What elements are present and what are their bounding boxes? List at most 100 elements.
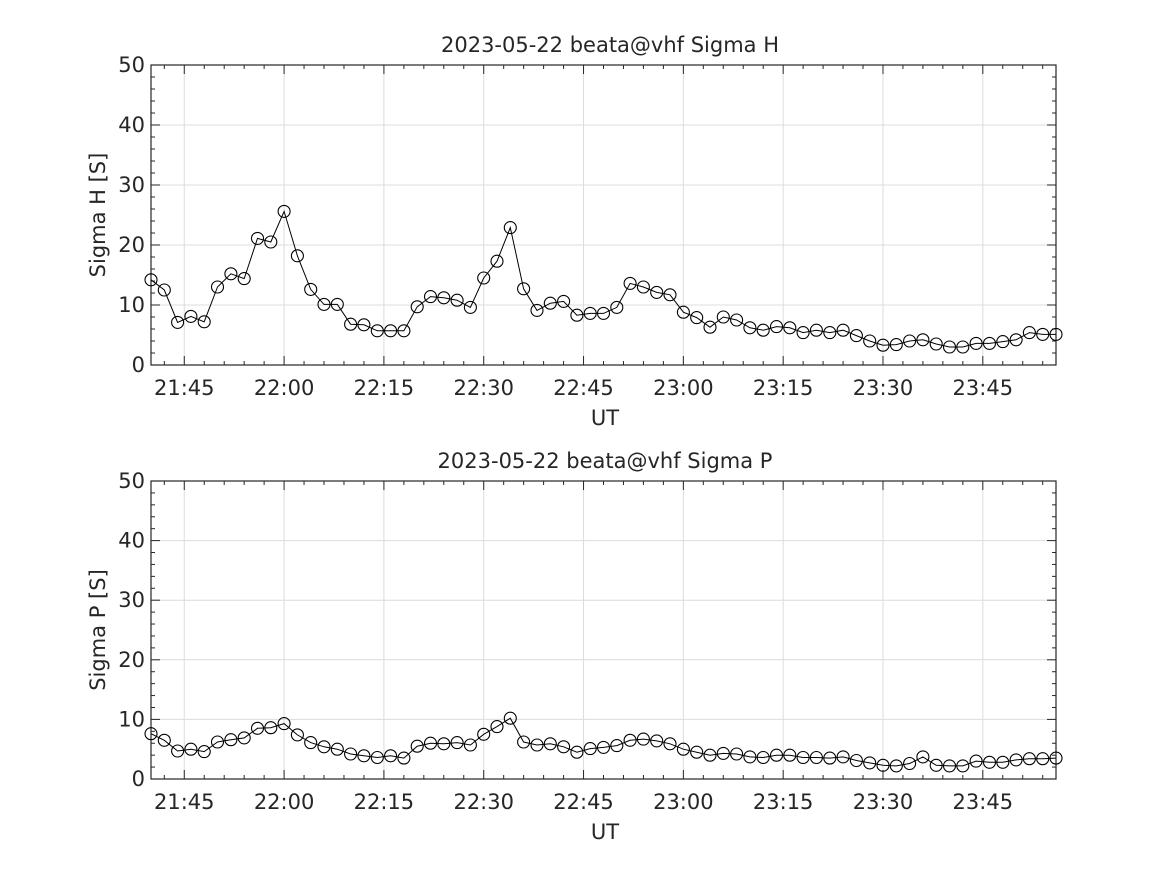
data-point [570, 308, 584, 322]
data-point [1022, 752, 1036, 766]
data-point [530, 738, 544, 752]
data-point [517, 282, 531, 296]
data-point [357, 318, 371, 332]
y-tick-label: 40 [118, 113, 145, 137]
data-point [437, 737, 451, 751]
data-point [237, 731, 251, 745]
x-tick-label: 23:30 [853, 790, 914, 814]
x-tick-label: 23:00 [653, 376, 714, 400]
data-point [1049, 327, 1063, 341]
data-point [210, 280, 225, 294]
data-point [903, 334, 917, 348]
data-markers [144, 711, 1063, 773]
data-point [557, 740, 571, 754]
data-point [610, 300, 624, 314]
data-point [743, 321, 757, 335]
data-point [982, 336, 997, 350]
series-line [150, 209, 1056, 348]
data-point [796, 326, 810, 340]
data-point [636, 732, 650, 746]
data-point [916, 750, 930, 764]
data-point [809, 323, 823, 337]
data-point [716, 310, 730, 324]
data-point [317, 297, 331, 311]
x-tick-label: 23:45 [953, 790, 1014, 814]
data-point [783, 321, 797, 335]
data-point [477, 271, 491, 285]
data-point [756, 750, 770, 765]
data-point [344, 317, 358, 331]
data-point [889, 338, 903, 352]
data-point [663, 737, 677, 751]
data-point [583, 306, 597, 320]
y-tick-label: 10 [118, 707, 145, 731]
data-point [184, 309, 198, 323]
data-point [796, 750, 810, 765]
x-tick-label: 23:30 [853, 376, 914, 400]
data-point [570, 745, 584, 759]
data-point [503, 221, 517, 235]
data-point [650, 734, 664, 748]
x-tick-label: 22:45 [553, 376, 614, 400]
data-point [157, 733, 171, 747]
data-point [477, 727, 491, 741]
data-point [769, 748, 784, 762]
data-point [277, 204, 291, 218]
data-point [929, 758, 943, 772]
data-point [690, 745, 704, 759]
data-point [823, 326, 837, 340]
data-point [463, 300, 477, 314]
x-tick-label: 22:45 [553, 790, 614, 814]
data-point [982, 755, 997, 769]
data-point [849, 753, 863, 768]
data-point [397, 324, 411, 338]
data-point [543, 296, 557, 310]
y-tick-label: 40 [118, 529, 145, 553]
series-line [150, 717, 1057, 767]
data-point [157, 283, 171, 297]
data-point [676, 742, 690, 756]
y-tick-label: 20 [118, 648, 145, 672]
data-point [1009, 333, 1023, 347]
data-point [942, 759, 957, 773]
data-point [503, 711, 517, 725]
x-axis-label: UT [591, 820, 619, 844]
data-point [623, 276, 637, 290]
data-point [1036, 752, 1050, 766]
data-point [144, 273, 158, 287]
data-point [370, 750, 384, 765]
data-point [703, 748, 717, 762]
data-point [410, 300, 424, 314]
data-point [916, 333, 930, 347]
data-point [969, 336, 983, 350]
data-point [197, 745, 211, 759]
data-point [197, 315, 211, 329]
data-point [277, 717, 291, 731]
data-point [304, 736, 318, 750]
data-point [144, 727, 158, 741]
data-point [663, 288, 677, 302]
data-point [264, 721, 278, 735]
data-point [490, 720, 504, 734]
x-tick-label: 23:15 [753, 790, 814, 814]
data-point [1049, 751, 1063, 765]
data-point [423, 736, 438, 750]
data-point [956, 340, 970, 354]
data-point [1036, 327, 1050, 341]
data-point [397, 751, 411, 765]
x-tick-label: 23:45 [953, 376, 1014, 400]
data-point [823, 751, 837, 765]
x-tick-label: 22:00 [254, 376, 315, 400]
x-tick-label: 22:30 [453, 376, 514, 400]
data-point [237, 272, 251, 286]
x-tick-label: 21:45 [154, 790, 215, 814]
data-point [716, 746, 730, 760]
data-point [290, 728, 304, 742]
data-point [942, 340, 957, 354]
data-point [836, 323, 850, 337]
data-point [370, 324, 384, 338]
y-tick-label: 0 [132, 767, 145, 791]
minor-ticks [151, 64, 1056, 366]
data-point [650, 285, 664, 299]
data-point [690, 311, 704, 325]
